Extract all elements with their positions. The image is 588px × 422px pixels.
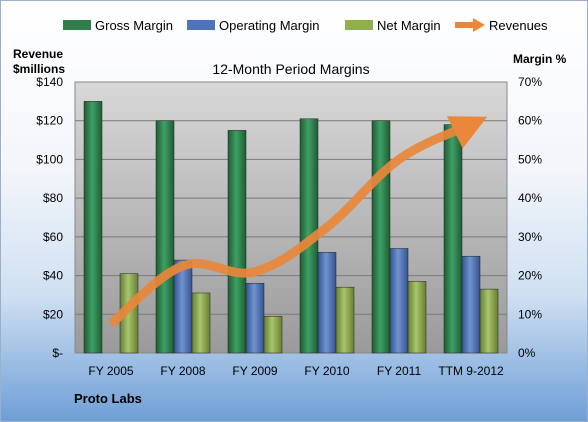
bar-net-margin <box>263 315 283 354</box>
legend-label-net-margin: Net Margin <box>377 18 441 33</box>
bar-operating-margin <box>389 248 409 354</box>
right-tick-label: 70% <box>518 75 542 89</box>
chart-title: 12-Month Period Margins <box>212 61 369 77</box>
left-tick-label: $40 <box>43 269 63 283</box>
bar-operating-margin <box>461 255 481 354</box>
left-axis-label-line2: $millions <box>13 62 65 76</box>
right-tick-label: 60% <box>518 114 542 128</box>
right-axis-ticks: 0% 10% 20% 30% 40% 50% 60% 70% <box>518 75 542 360</box>
legend-label-gross-margin: Gross Margin <box>95 18 173 33</box>
category-label: FY 2005 <box>88 364 133 378</box>
bar-operating-margin <box>317 252 337 354</box>
gridlines <box>75 120 507 315</box>
bar-net-margin <box>191 292 211 354</box>
category-label: FY 2009 <box>232 364 277 378</box>
left-tick-label: $60 <box>43 230 63 244</box>
bars <box>83 101 499 354</box>
right-tick-label: 20% <box>518 269 542 283</box>
plot-area <box>74 81 508 354</box>
bar-net-margin <box>479 288 499 354</box>
category-label: TTM 9-2012 <box>438 364 504 378</box>
category-label: FY 2011 <box>377 364 422 378</box>
category-label: FY 2010 <box>304 364 349 378</box>
left-tick-label: $120 <box>36 114 63 128</box>
right-tick-label: 40% <box>518 191 542 205</box>
legend-label-operating-margin: Operating Margin <box>219 18 319 33</box>
revenue-series-line <box>108 116 488 328</box>
left-axis-ticks: $- $20 $40 $60 $80 $100 $120 $140 <box>36 75 63 360</box>
right-tick-label: 0% <box>518 346 536 360</box>
legend-arrow-icon <box>473 18 485 32</box>
legend-label-revenues: Revenues <box>489 18 548 33</box>
legend-swatch-gross-margin <box>63 20 91 30</box>
left-tick-label: $- <box>52 346 63 360</box>
bar-gross-margin <box>443 124 463 354</box>
footer-label: Proto Labs <box>74 391 142 406</box>
left-tick-label: $80 <box>43 191 63 205</box>
bar-gross-margin <box>371 120 391 354</box>
bar-operating-margin <box>173 259 193 354</box>
bar-operating-margin <box>245 283 265 354</box>
revenue-line <box>108 116 488 328</box>
left-axis-label-line1: Revenue <box>13 47 63 61</box>
left-tick-label: $20 <box>43 307 63 321</box>
bar-net-margin <box>335 286 355 354</box>
bar-gross-margin <box>227 130 247 354</box>
legend: Gross Margin Operating Margin Net Margin… <box>63 18 548 33</box>
legend-swatch-operating-margin <box>187 20 215 30</box>
right-tick-label: 10% <box>518 307 542 321</box>
bar-net-margin <box>407 281 427 354</box>
category-labels: FY 2005 FY 2008 FY 2009 FY 2010 FY 2011 TTM 9… <box>88 364 504 378</box>
legend-swatch-net-margin <box>345 20 373 30</box>
category-label: FY 2008 <box>160 364 205 378</box>
right-tick-label: 50% <box>518 152 542 166</box>
left-tick-label: $100 <box>36 152 63 166</box>
right-axis-label: Margin % <box>513 52 567 66</box>
right-tick-label: 30% <box>518 230 542 244</box>
bar-gross-margin <box>83 101 103 354</box>
left-tick-label: $140 <box>36 75 63 89</box>
bar-gross-margin <box>155 120 175 354</box>
